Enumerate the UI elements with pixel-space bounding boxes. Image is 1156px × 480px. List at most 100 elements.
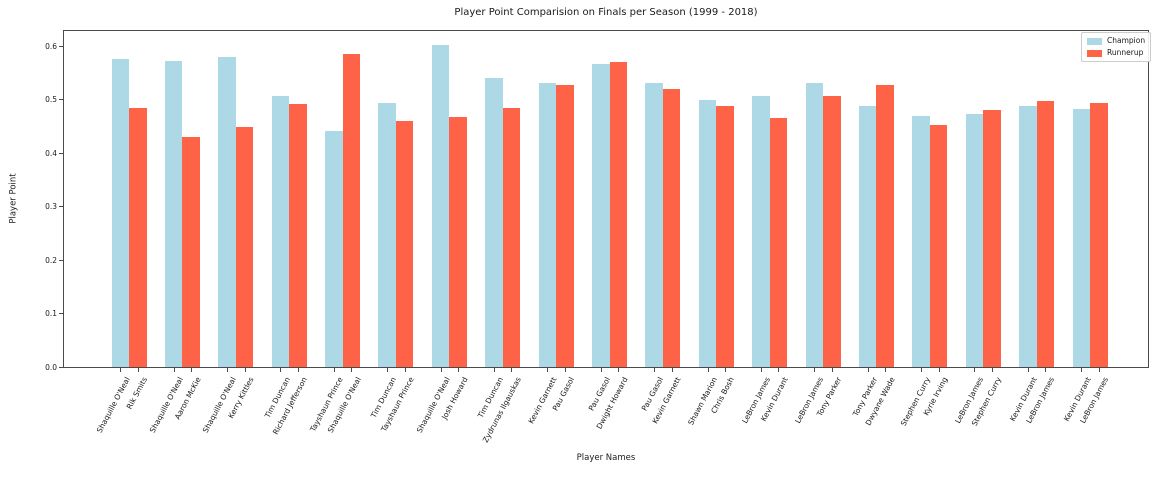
x-tick-mark: [991, 368, 993, 372]
x-tick-mark: [671, 368, 673, 372]
champion-bar: [485, 77, 503, 367]
x-tick-mark: [618, 368, 620, 372]
x-tick-mark: [280, 368, 282, 372]
runnerup-bar: [1090, 102, 1108, 367]
y-tick-label: 0.3: [45, 202, 57, 211]
y-tick-mark: [59, 152, 63, 154]
y-tick-mark: [59, 45, 63, 47]
champion-bar: [1072, 108, 1091, 367]
y-tick-label: 0.2: [45, 255, 57, 265]
y-tick-mark: [59, 259, 63, 261]
x-tick-mark: [600, 368, 602, 372]
x-tick-mark: [404, 368, 406, 372]
x-tick-mark: [1098, 368, 1100, 372]
champion-bar: [698, 99, 717, 367]
runnerup-bar: [769, 118, 788, 367]
runnerup-bar: [502, 108, 521, 367]
x-tick-mark: [458, 368, 460, 372]
x-tick-mark: [120, 368, 122, 372]
champion-bar: [271, 95, 290, 367]
y-tick-mark: [59, 99, 63, 100]
champion-bar: [111, 59, 129, 367]
x-tick-mark: [760, 368, 762, 372]
champion-bar: [645, 82, 663, 367]
runnerup-bar: [289, 103, 307, 367]
x-tick-mark: [351, 368, 353, 372]
runnerup-bar: [716, 105, 734, 367]
champion-bar: [752, 96, 770, 367]
champion-bar: [431, 45, 450, 367]
legend: Champion Runnerup: [1081, 32, 1151, 62]
x-tick-mark: [440, 368, 442, 372]
y-tick-label: 0.1: [45, 309, 57, 318]
runnerup-bar: [929, 125, 948, 367]
x-tick-mark: [938, 368, 940, 372]
legend-label-champion: Champion: [1107, 36, 1146, 45]
runnerup-bar: [342, 54, 361, 367]
runnerup-bar: [662, 89, 681, 367]
runnerup-bar: [395, 120, 414, 367]
x-tick-mark: [1045, 368, 1047, 372]
y-tick-label: 0.6: [45, 41, 57, 51]
chart-title: Player Point Comparision on Finals per S…: [454, 7, 758, 18]
runnerup-bar: [129, 107, 147, 367]
champion-bar: [858, 106, 877, 367]
y-tick-mark: [59, 366, 63, 368]
x-tick-mark: [921, 368, 923, 372]
legend-label-runnerup: Runnerup: [1107, 48, 1144, 57]
runnerup-bar: [235, 126, 254, 367]
x-tick-mark: [885, 368, 887, 372]
runnerup-bar: [609, 61, 627, 367]
legend-item-champion: Champion: [1087, 37, 1145, 45]
x-tick-mark: [1081, 368, 1083, 372]
legend-item-runnerup: Runnerup: [1087, 49, 1145, 57]
champion-bar: [164, 60, 183, 367]
x-tick-mark: [778, 368, 780, 372]
y-tick-label: 0.4: [45, 148, 57, 158]
y-tick-label: 0.0: [45, 362, 57, 372]
runnerup-bar: [449, 117, 467, 367]
x-tick-mark: [547, 368, 549, 372]
runnerup-bar: [823, 95, 841, 367]
x-tick-mark: [297, 368, 299, 372]
x-tick-mark: [654, 368, 656, 372]
x-tick-mark: [707, 368, 709, 372]
x-tick-mark: [725, 368, 727, 372]
x-tick-mark: [974, 368, 976, 372]
champion-bar: [592, 63, 610, 367]
champion-bar: [378, 103, 396, 367]
x-tick-mark: [814, 368, 816, 372]
runnerup-bar: [556, 85, 574, 367]
y-tick-mark: [59, 206, 63, 207]
x-tick-mark: [867, 368, 869, 372]
x-tick-mark: [1027, 368, 1029, 372]
x-tick-mark: [333, 368, 335, 372]
x-tick-mark: [137, 368, 139, 372]
champion-bar: [325, 131, 343, 367]
x-tick-mark: [173, 368, 175, 372]
champion-bar: [965, 114, 984, 367]
runnerup-bar: [1036, 101, 1055, 367]
x-tick-mark: [227, 368, 229, 372]
y-tick-label: 0.5: [45, 95, 57, 104]
x-tick-mark: [387, 368, 389, 372]
runnerup-bar: [182, 136, 200, 367]
x-tick-mark: [831, 368, 833, 372]
x-tick-mark: [564, 368, 566, 372]
champion-swatch: [1087, 37, 1102, 45]
x-axis-label: Player Names: [576, 453, 636, 463]
champion-bar: [805, 82, 824, 367]
y-axis-label: Player Point: [8, 173, 19, 224]
runnerup-bar: [983, 109, 1001, 367]
x-tick-mark: [493, 368, 495, 372]
runnerup-swatch: [1087, 49, 1102, 57]
y-tick-mark: [59, 313, 63, 314]
champion-bar: [912, 116, 930, 367]
x-tick-mark: [191, 368, 193, 372]
champion-bar: [218, 56, 236, 367]
x-tick-mark: [244, 368, 246, 372]
runnerup-bar: [876, 84, 894, 367]
champion-bar: [1019, 105, 1037, 367]
x-tick-mark: [511, 368, 513, 372]
